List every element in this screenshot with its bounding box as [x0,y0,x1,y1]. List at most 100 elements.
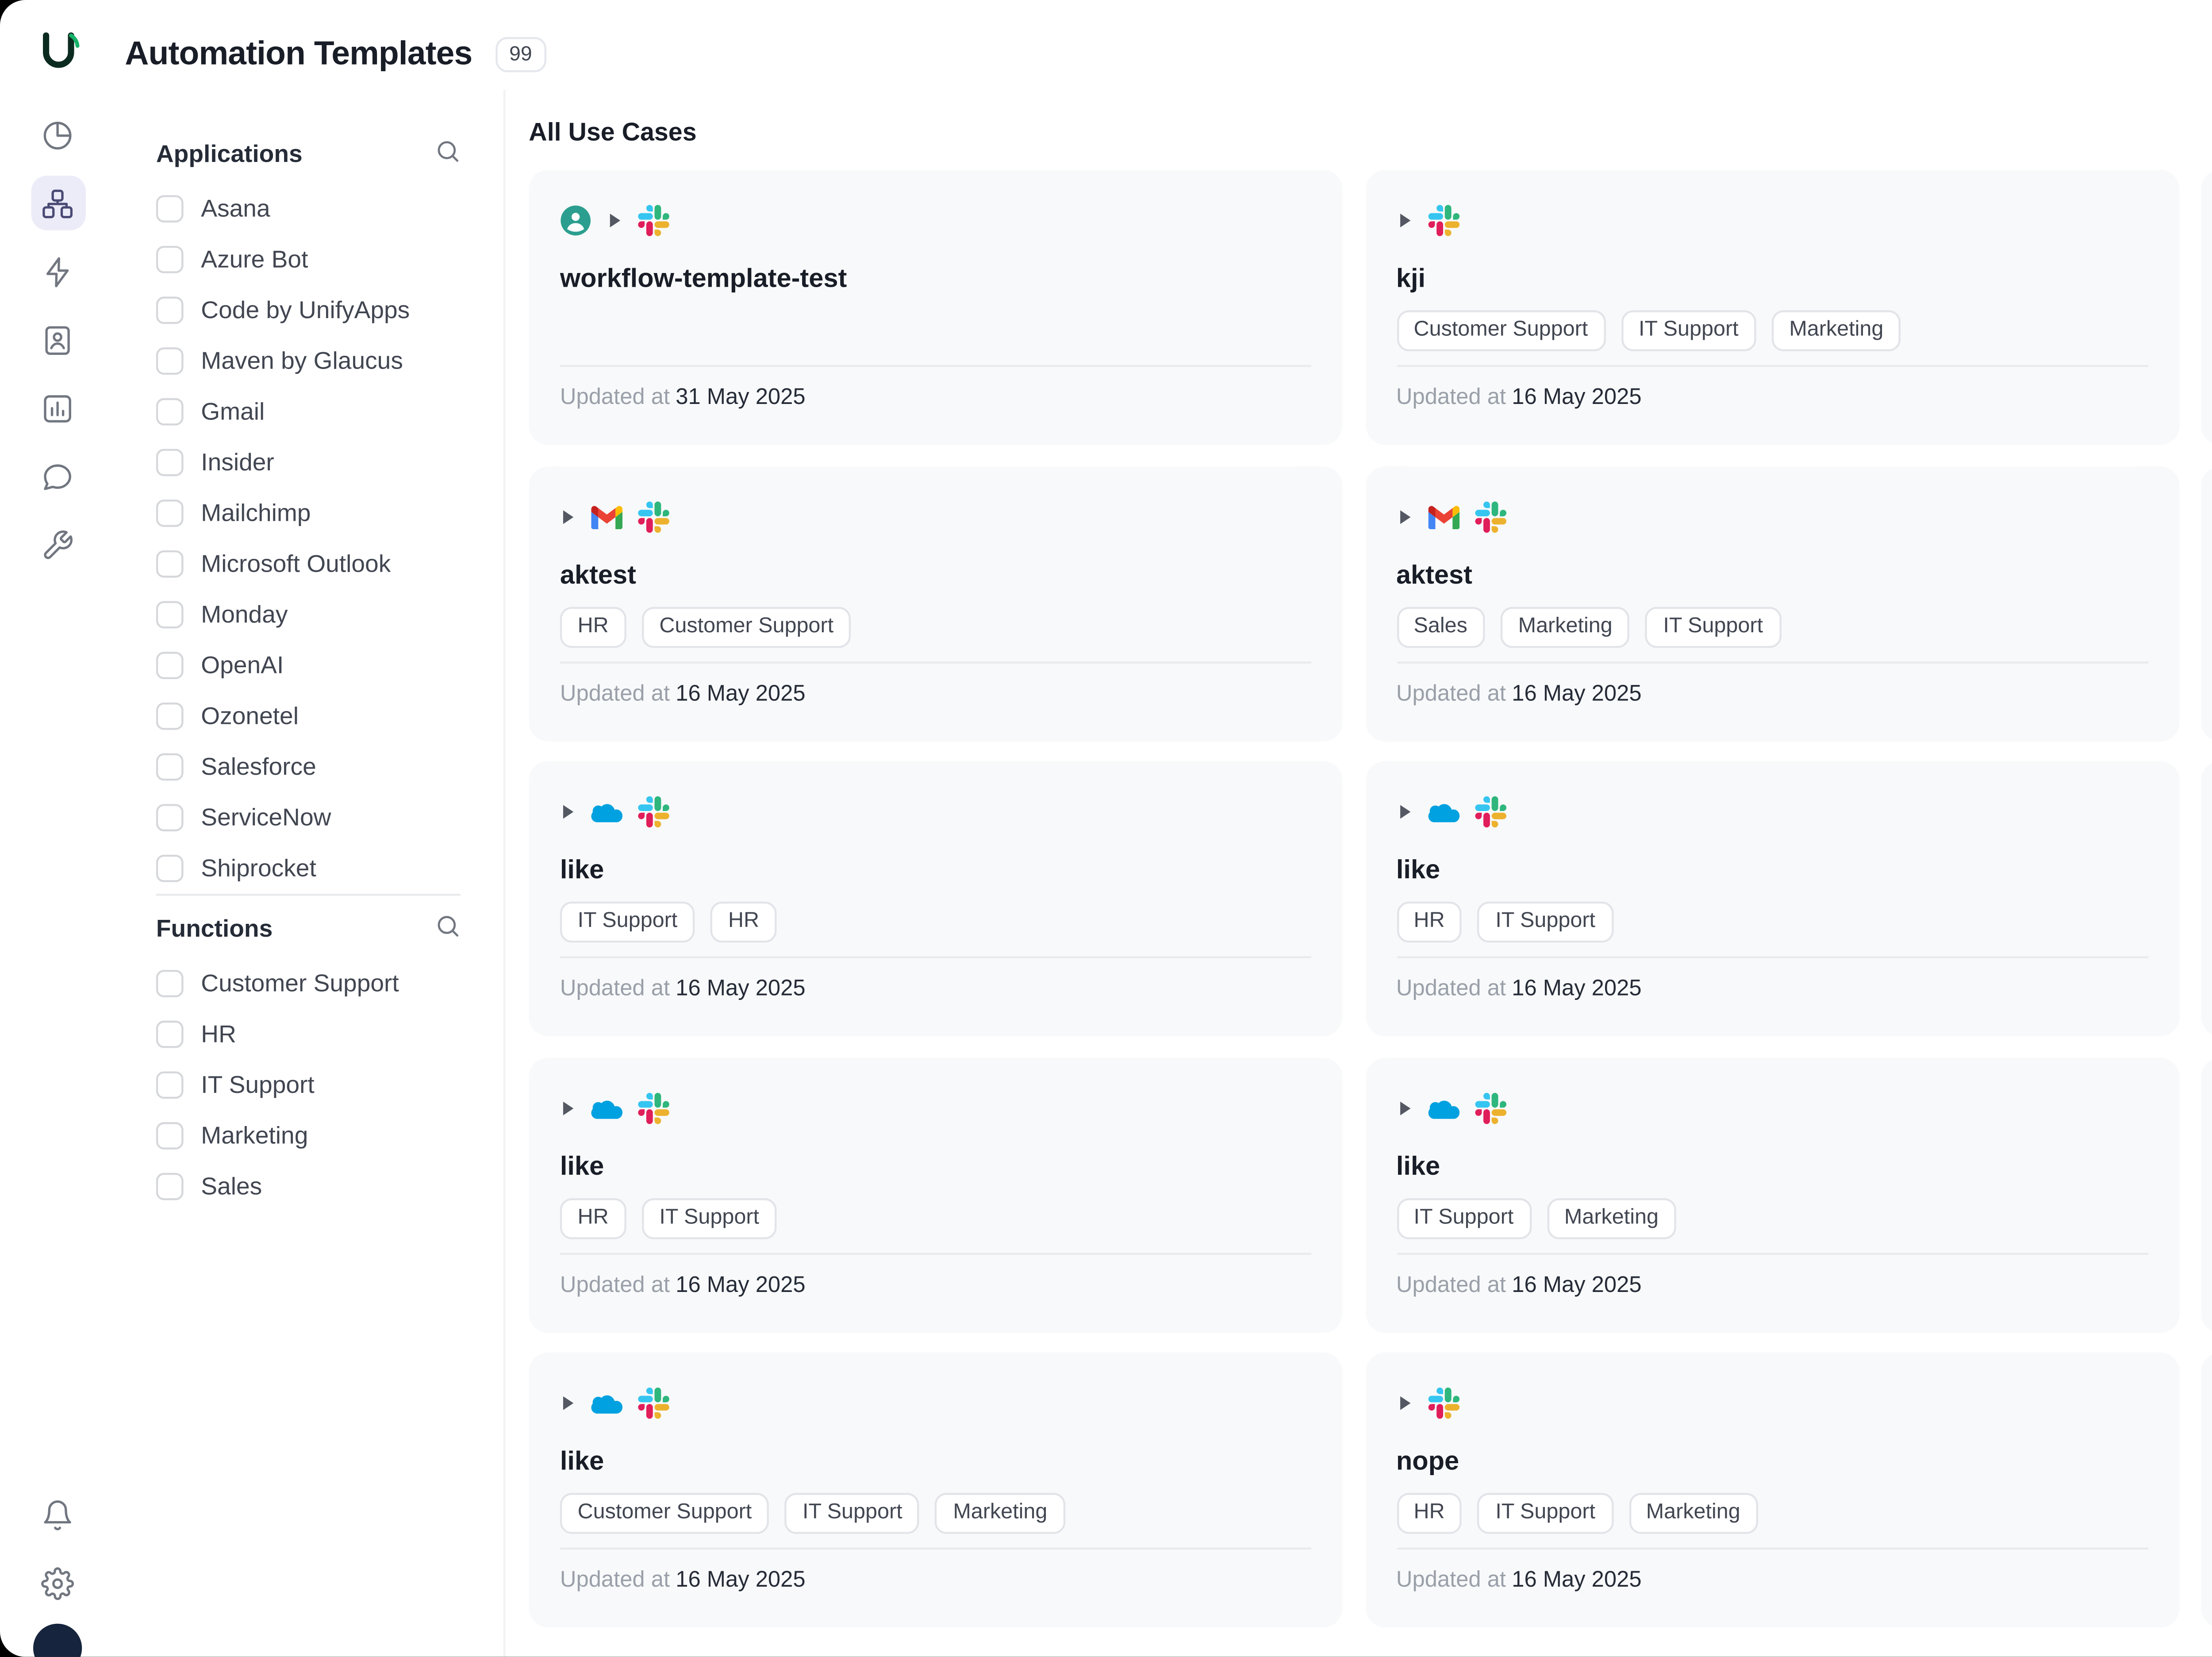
filter-item-label: OpenAI [201,652,284,679]
filter-checkbox[interactable] [156,1071,184,1099]
card-title: like [1396,1150,1440,1180]
nav-messages-button[interactable] [30,449,84,503]
application-filter-item[interactable]: Maven by Glaucus [156,336,461,387]
function-filter-item[interactable]: HR [156,1009,461,1060]
user-avatar[interactable] [33,1623,82,1657]
application-filter-item[interactable]: Azure Bot [156,234,461,285]
card-tags: HR IT Support [560,1197,1311,1238]
nav-automations-button[interactable] [30,244,84,298]
filters-sidebar: Applications Asana [115,89,506,1657]
filter-checkbox[interactable] [156,449,184,477]
filter-item-label: ServiceNow [201,804,331,831]
salesforce-icon [1427,796,1459,828]
slack-icon [638,796,669,828]
updated-date: 16 May 2025 [1512,386,1642,410]
application-filter-item[interactable]: Ozonetel [156,691,461,742]
page-header: Automation Templates 99 [115,0,2212,90]
template-card[interactable]: aktest Sales Marketing IT Support Updated … [1365,465,2179,741]
card-footer: Updated at 16 May 2025 [1396,1252,2147,1299]
application-filter-item[interactable]: Shiprocket [156,843,461,894]
filter-checkbox[interactable] [156,702,184,730]
filter-item-label: Insider [201,449,274,477]
application-filter-item[interactable]: Microsoft Outlook [156,538,461,589]
filter-checkbox[interactable] [156,601,184,629]
filter-checkbox[interactable] [156,398,184,426]
cards-grid: workflow-template-test Updated at 31 May … [529,169,2212,1628]
settings-button[interactable] [30,1555,84,1610]
filter-checkbox[interactable] [156,1122,184,1150]
filter-checkbox[interactable] [156,296,184,324]
filter-checkbox[interactable] [156,347,184,375]
nav-automation-templates-button[interactable] [30,175,85,231]
filter-checkbox[interactable] [156,1020,184,1048]
application-filter-item[interactable]: ServiceNow [156,792,461,843]
salesforce-icon [591,1388,623,1419]
tag-badge: IT Support [641,1197,777,1238]
filter-checkbox[interactable] [156,500,184,527]
unifyapps-logo[interactable] [34,29,81,76]
card-title: workflow-template-test [560,263,847,293]
functions-search-button[interactable] [435,913,461,945]
filter-checkbox[interactable] [156,195,184,223]
nav-tools-button[interactable] [30,517,84,572]
template-card[interactable]: like HR IT Support Updated at 16 May 2025 [1365,761,2179,1037]
slack-icon [1474,1092,1505,1123]
search-icon [435,913,461,945]
template-card[interactable]: workflow-template-test Updated at 31 May … [529,169,1343,445]
template-card[interactable]: nope HR IT Support Marketing Updated at 16 … [1365,1352,2179,1628]
slack-icon [638,205,669,236]
template-card[interactable]: aktest HR Customer Support Updated at 16 M… [529,465,1343,741]
functions-filter-title: Functions [156,915,273,943]
filter-item-label: Shiprocket [201,854,316,882]
template-card[interactable]: like IT Support Marketing Updated at 16 Ma… [1365,1057,2179,1332]
filter-checkbox[interactable] [156,854,184,882]
filter-checkbox[interactable] [156,246,184,273]
applications-filter-title: Applications [156,140,303,168]
tag-badge: HR [1396,1493,1463,1534]
function-filter-item[interactable]: Sales [156,1161,461,1212]
card-tags: HR IT Support Marketing [1396,1493,2147,1534]
filter-checkbox[interactable] [156,753,184,781]
function-filter-item[interactable]: IT Support [156,1060,461,1111]
filter-checkbox[interactable] [156,652,184,679]
card-title: like [1396,854,1440,884]
filter-checkbox[interactable] [156,804,184,831]
filter-checkbox[interactable] [156,1173,184,1200]
application-filter-item[interactable]: Gmail [156,386,461,437]
notifications-button[interactable] [30,1487,84,1542]
nav-dashboard-button[interactable] [30,108,84,162]
card-footer: Updated at 16 May 2025 [1396,661,2147,707]
template-card[interactable]: like HR IT Support Updated at 16 May 2025 [529,1057,1343,1332]
application-filter-item[interactable]: Code by UnifyApps [156,285,461,336]
function-filter-item[interactable]: Marketing [156,1111,461,1161]
nav-analytics-button[interactable] [30,381,84,435]
application-filter-item[interactable]: Monday [156,589,461,640]
template-card[interactable]: kji Customer Support IT Support Marketing … [1365,169,2179,445]
address-book-icon [41,323,74,356]
application-filter-item[interactable]: Insider [156,437,461,488]
nav-contacts-button[interactable] [30,312,84,367]
updated-prefix: Updated at [560,977,670,1001]
tag-badge: Customer Support [641,606,851,647]
chevron-right-icon [560,1393,576,1413]
application-filter-item[interactable]: Salesforce [156,742,461,792]
updated-date: 16 May 2025 [1512,682,1642,706]
rail-bottom [30,1487,84,1610]
application-filter-item[interactable]: Mailchimp [156,488,461,539]
application-filter-item[interactable]: OpenAI [156,640,461,691]
function-filter-item[interactable]: Customer Support [156,958,461,1009]
gmail-icon [1427,500,1459,532]
template-card[interactable]: like Customer Support IT Support Marketing… [529,1352,1343,1628]
tag-badge: Marketing [1628,1493,1758,1534]
filter-checkbox[interactable] [156,970,184,997]
filter-checkbox[interactable] [156,550,184,578]
filter-item-label: Code by UnifyApps [201,296,410,324]
application-filter-item[interactable]: Asana [156,184,461,235]
applications-search-button[interactable] [435,138,461,170]
